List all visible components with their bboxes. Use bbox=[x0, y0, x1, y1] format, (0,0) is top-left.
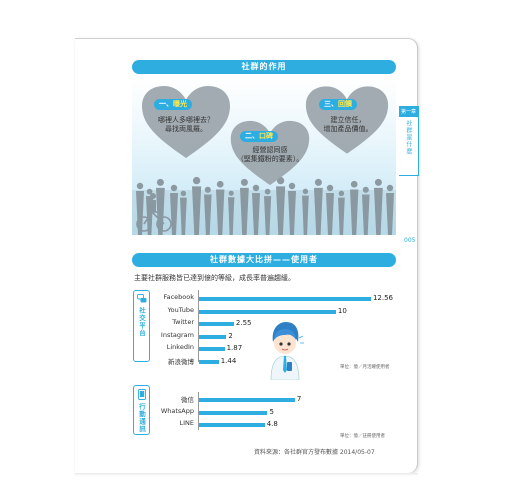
crowd-person bbox=[136, 182, 144, 190]
crowd-silhouette bbox=[132, 176, 396, 235]
bar bbox=[199, 334, 227, 339]
crowd-person bbox=[302, 195, 309, 235]
page-edge bbox=[75, 473, 418, 476]
crowd-person bbox=[204, 194, 212, 235]
crowd-person bbox=[216, 180, 224, 188]
bar bbox=[199, 360, 219, 364]
bar-value-label: 10 bbox=[337, 306, 347, 315]
crowd-person bbox=[264, 188, 271, 195]
crowd-person bbox=[216, 189, 225, 235]
heart-tag-exposure: 一、曝光 bbox=[154, 99, 192, 110]
section-banner-data: 社群數據大比拼——使用者 bbox=[132, 253, 396, 267]
hero-illustration: 一、曝光 哪裡人多哪裡去？ 尋找両風羅。 二、口碑 經營認同感 （堅集鐵粉的要素）。… bbox=[132, 78, 396, 235]
crowd-person bbox=[170, 184, 178, 192]
smartphone-icon bbox=[137, 389, 146, 400]
heart-text-feedback: 建立信任， 增加產品價值。 bbox=[323, 116, 373, 133]
chat-bubbles-icon bbox=[136, 294, 146, 303]
crowd-person bbox=[338, 190, 345, 197]
crowd-person bbox=[228, 190, 234, 196]
bar bbox=[199, 322, 234, 327]
crowd-person bbox=[252, 184, 260, 192]
crowd-person bbox=[302, 188, 309, 195]
crowd-person bbox=[240, 178, 248, 186]
crowd-person bbox=[192, 186, 202, 235]
bar-category-label: WhatsApp bbox=[160, 406, 194, 415]
crowd-person bbox=[362, 186, 369, 193]
bar-value-label: 2 bbox=[228, 331, 233, 340]
chart-axis bbox=[198, 392, 199, 430]
crowd-person bbox=[350, 180, 358, 188]
crowd-person bbox=[350, 189, 359, 235]
bar bbox=[199, 309, 336, 314]
chart-axis bbox=[198, 290, 199, 362]
bar-category-label: 微信 bbox=[181, 396, 194, 404]
crowd-person bbox=[374, 187, 383, 235]
crowd-person bbox=[288, 191, 296, 235]
bar-value-label: 12.56 bbox=[372, 294, 394, 302]
unit-note: 單位：億／月活躍使用者 bbox=[340, 365, 390, 370]
category-label: 行動通訊 bbox=[137, 403, 146, 433]
bar bbox=[199, 423, 265, 428]
crowd-person bbox=[314, 187, 323, 235]
category-label: 社交平台 bbox=[137, 307, 146, 337]
bar-category-label: LinkedIn bbox=[166, 343, 194, 352]
crowd-person bbox=[204, 186, 211, 193]
crowd-person bbox=[338, 197, 345, 235]
bar bbox=[199, 410, 268, 415]
crowd-person bbox=[180, 190, 187, 197]
bar-category-label: YouTube bbox=[167, 305, 194, 314]
bar-category-label: 新浪微博 bbox=[168, 358, 194, 366]
crowd-person bbox=[264, 196, 272, 235]
crowd-person bbox=[228, 197, 235, 235]
crowd-person bbox=[240, 187, 249, 235]
crowd-person bbox=[386, 184, 394, 192]
chapter-side-tab[interactable]: 第一章 社群是什麼 bbox=[399, 106, 419, 176]
bar-category-label: Facebook bbox=[163, 293, 194, 301]
bar-value-label: 7 bbox=[296, 395, 302, 403]
person-illustration bbox=[270, 322, 304, 380]
crowd-person bbox=[136, 191, 144, 235]
crowd-person bbox=[180, 197, 187, 235]
page-number: 005 bbox=[404, 237, 416, 244]
section-banner-role: 社群的作用 bbox=[132, 60, 396, 74]
crowd-person bbox=[288, 182, 296, 190]
source-note: 資料來源：各社群官方發布數據 2014/05-07 bbox=[254, 449, 375, 456]
bar bbox=[199, 347, 225, 352]
crowd-person bbox=[362, 194, 370, 235]
bar-category-label: Instagram bbox=[160, 330, 194, 339]
crowd-person bbox=[170, 193, 178, 235]
bicycle-rider bbox=[136, 193, 172, 232]
crowd-person bbox=[252, 193, 260, 235]
category-mobile: 行動通訊 bbox=[133, 385, 150, 435]
heart-tag-wordofmouth: 二、口碑 bbox=[240, 131, 278, 142]
category-social: 社交平台 bbox=[133, 290, 150, 362]
bar-value-label: 1.87 bbox=[226, 344, 243, 353]
bar-category-label: LINE bbox=[179, 419, 194, 428]
intro-text: 主要社群服務皆已達到億的等級，成長率普遍趨緩。 bbox=[134, 274, 295, 282]
crowd-person bbox=[386, 193, 394, 235]
chapter-title: 社群是什麼 bbox=[405, 120, 412, 155]
crowd-person bbox=[374, 178, 382, 186]
crowd-person bbox=[156, 178, 164, 186]
bar-category-label: Twitter bbox=[172, 318, 194, 327]
bar-value-label: 2.55 bbox=[235, 319, 252, 328]
unit-note: 單位：億／註冊使用者 bbox=[340, 434, 385, 439]
crowd-person bbox=[192, 176, 201, 185]
heart-text-exposure: 哪裡人多哪裡去？ 尋找両風羅。 bbox=[158, 116, 214, 133]
bar-value-label: 5 bbox=[269, 407, 274, 416]
crowd-person bbox=[326, 184, 334, 192]
crowd-person bbox=[146, 188, 153, 195]
heart-text-wordofmouth: 經營認同感 （堅集鐵粉的要素）。 bbox=[236, 146, 304, 163]
bar bbox=[199, 398, 295, 402]
bar-value-label: 4.8 bbox=[266, 420, 278, 429]
chapter-number: 第一章 bbox=[399, 107, 418, 117]
crowd-person bbox=[326, 193, 334, 235]
heart-tag-feedback: 三、回饋 bbox=[319, 99, 357, 110]
bar-value-label: 1.44 bbox=[220, 357, 237, 365]
crowd-person bbox=[314, 178, 322, 186]
crowd-person bbox=[276, 186, 286, 235]
bar bbox=[199, 297, 371, 301]
